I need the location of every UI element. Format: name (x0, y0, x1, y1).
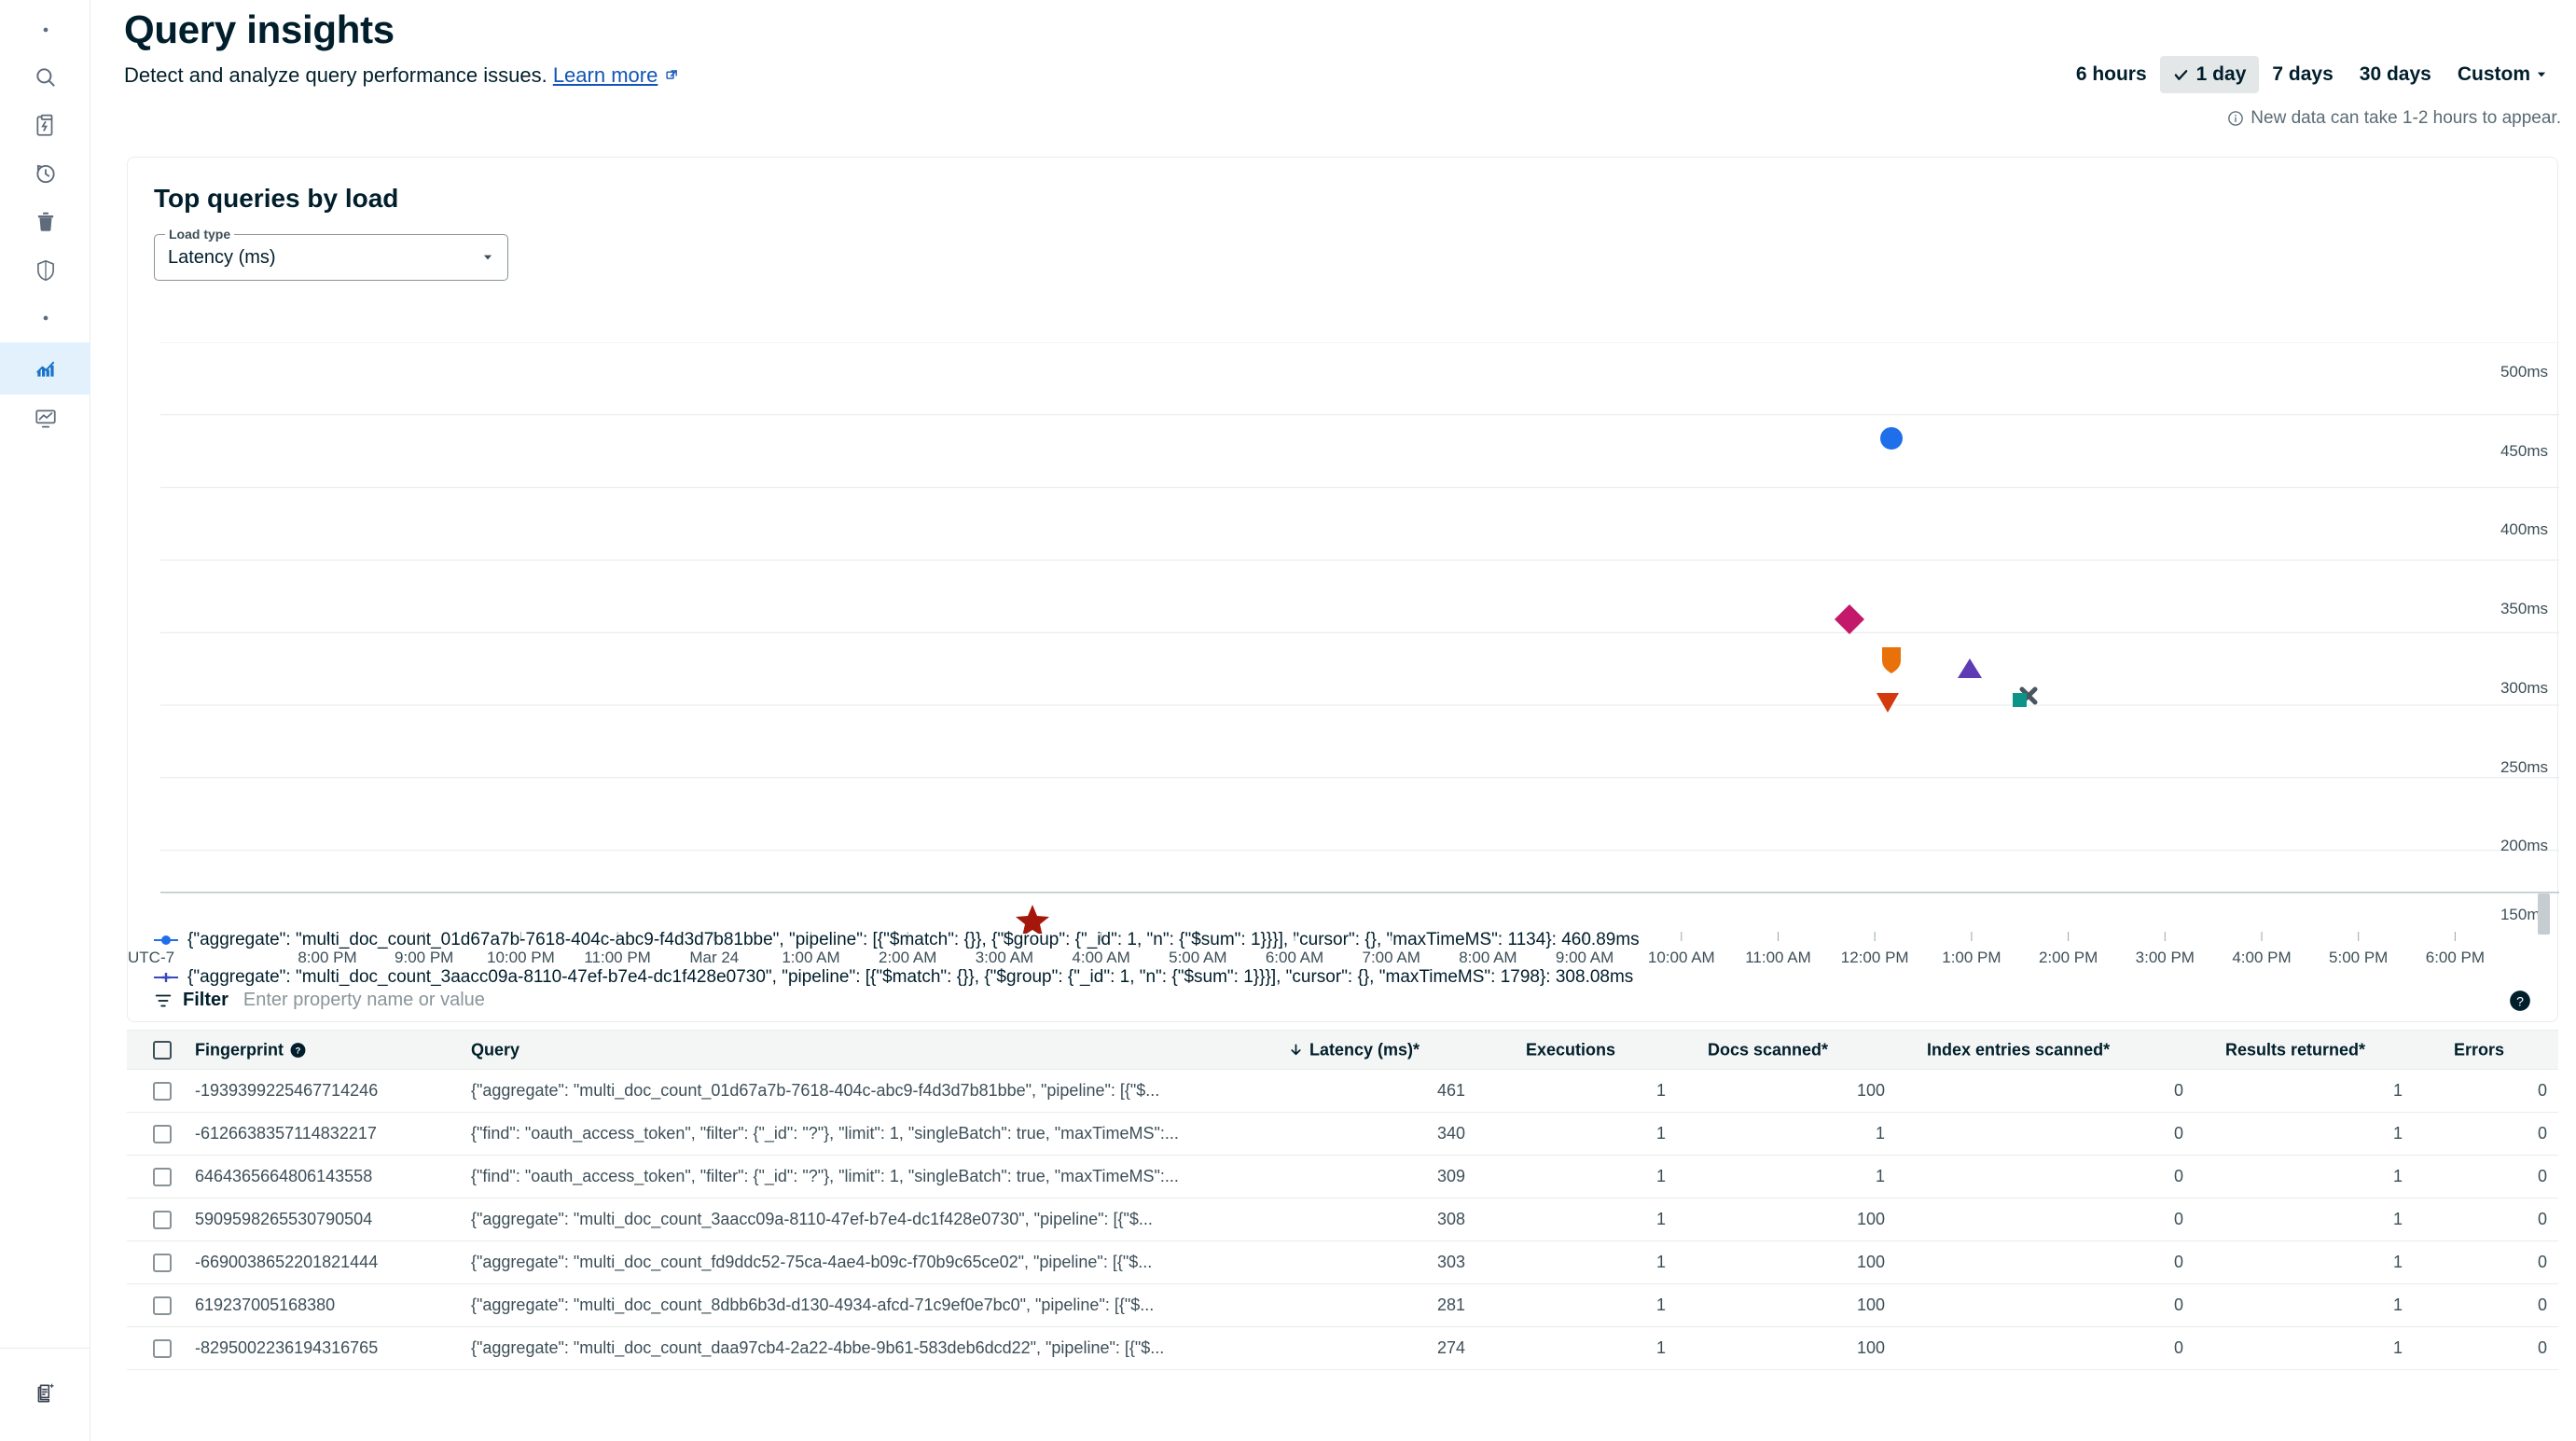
svg-text:?: ? (2516, 993, 2524, 1008)
svg-text:?: ? (296, 1046, 301, 1056)
